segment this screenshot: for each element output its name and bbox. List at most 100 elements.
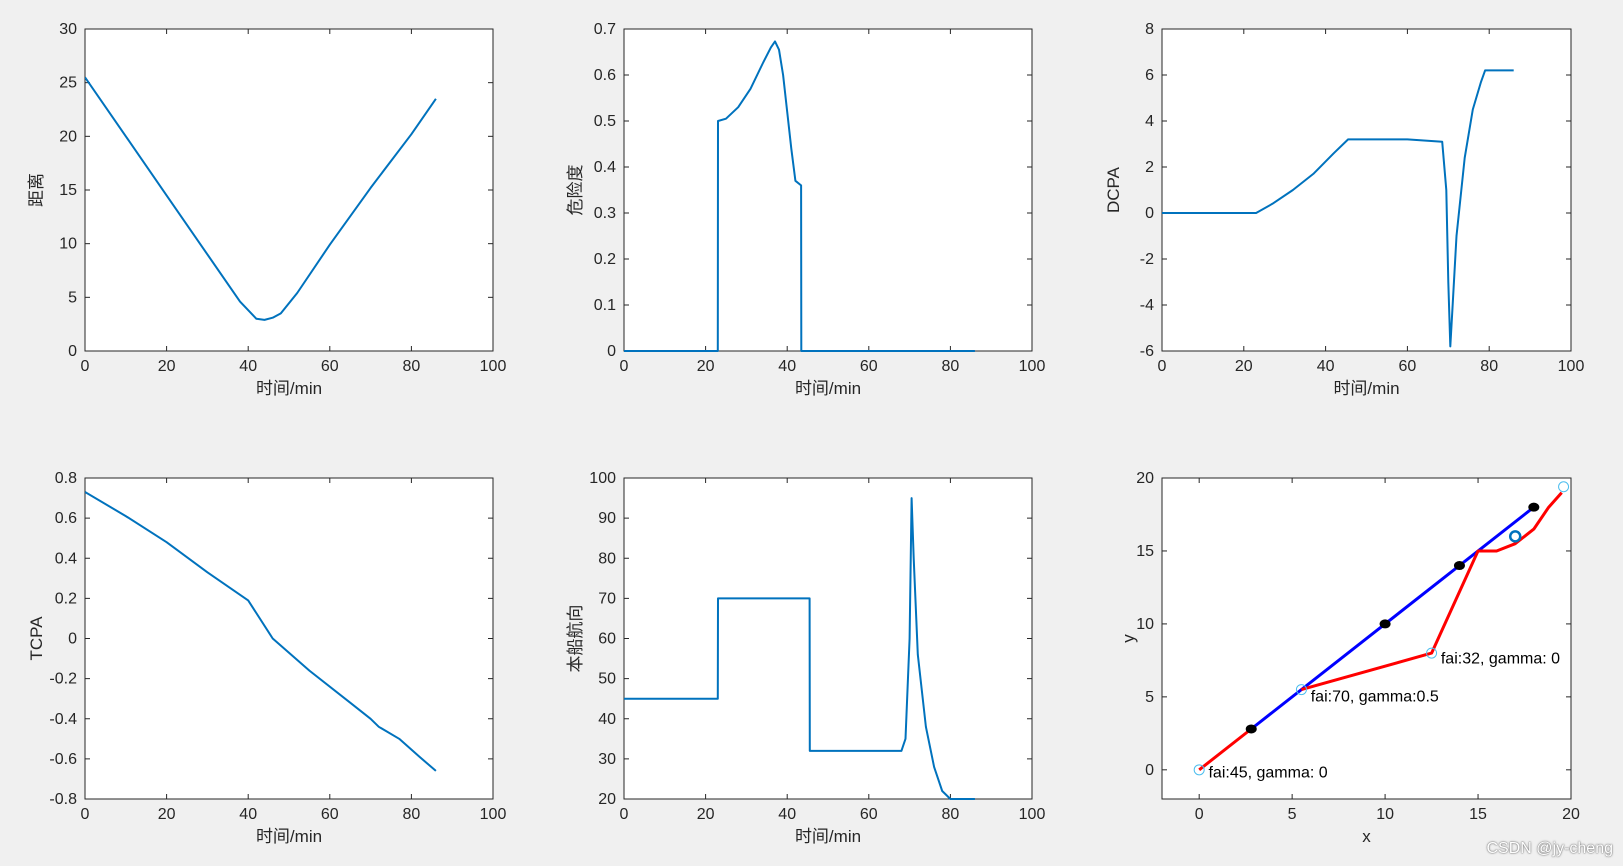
plot-area — [623, 477, 1033, 800]
annotation-text: fai:70, gamma:0.5 — [1311, 688, 1439, 705]
x-axis-label: 时间/min — [256, 379, 322, 398]
x-tick-label: 0 — [1158, 358, 1167, 375]
series-line-0 — [1250, 506, 1535, 731]
x-axis-label: x — [1362, 827, 1371, 846]
y-tick-label: 0.3 — [594, 205, 616, 222]
x-tick-label: 100 — [480, 806, 507, 823]
waypoint-ring-marker — [1558, 481, 1570, 493]
y-tick-label: -0.2 — [49, 671, 77, 688]
y-tick-label: 2 — [1145, 159, 1154, 176]
y-tick-label: 50 — [598, 671, 616, 688]
series-line-2 — [1300, 491, 1563, 692]
annotation-text: fai:32, gamma: 0 — [1441, 650, 1560, 667]
x-tick-label: 80 — [403, 358, 421, 375]
y-axis-label: 危险度 — [566, 165, 585, 216]
y-tick-label: -0.8 — [49, 791, 77, 808]
plot-area — [1161, 28, 1572, 352]
y-tick-label: 0 — [1145, 205, 1154, 222]
y-tick-label: -0.6 — [49, 751, 77, 768]
y-tick-label: 8 — [1145, 21, 1154, 38]
y-tick-label: 0 — [68, 343, 77, 360]
y-tick-label: 15 — [59, 182, 77, 199]
x-tick-label: 20 — [1235, 358, 1253, 375]
y-tick-label: 5 — [68, 289, 77, 306]
subplot-distance: 0 20 40 60 80 100 0 5 10 15 20 25 30 时间/min 距离 — [27, 21, 506, 398]
y-axis-label: TCPA — [27, 616, 46, 661]
ship-position-dot — [1379, 619, 1391, 629]
waypoint-ring-marker — [1426, 647, 1438, 659]
x-tick-label: 100 — [1019, 806, 1046, 823]
x-tick-label: 60 — [860, 358, 878, 375]
y-tick-label: 70 — [598, 590, 616, 607]
x-tick-label: 0 — [1195, 806, 1204, 823]
waypoint-ring-marker — [1295, 684, 1307, 696]
plot-area — [84, 28, 494, 352]
series-line-0 — [1162, 69, 1514, 348]
x-tick-label: 20 — [1562, 806, 1580, 823]
x-tick-label: 100 — [1019, 358, 1046, 375]
x-tick-label: 60 — [1399, 358, 1417, 375]
y-tick-label: -0.4 — [49, 711, 77, 728]
x-tick-label: 0 — [620, 358, 629, 375]
y-tick-label: 25 — [59, 75, 77, 92]
y-tick-label: 0 — [607, 343, 616, 360]
x-tick-label: 20 — [697, 358, 715, 375]
x-axis-label: 时间/min — [795, 379, 861, 398]
y-tick-label: 10 — [1136, 616, 1154, 633]
y-axis-label: y — [1119, 634, 1138, 643]
ship-position-dot — [1245, 724, 1257, 734]
y-tick-label: 0.7 — [594, 21, 616, 38]
y-tick-label: 6 — [1145, 67, 1154, 84]
x-axis-label: 时间/min — [256, 827, 322, 846]
x-tick-label: 40 — [239, 358, 257, 375]
y-tick-label: 5 — [1145, 689, 1154, 706]
x-tick-label: 100 — [480, 358, 507, 375]
plot-area — [84, 477, 494, 800]
y-tick-label: 20 — [59, 128, 77, 145]
subplot-heading: 0 20 40 60 80 1002030405060708090100时间/min本船航… — [566, 470, 1045, 846]
x-tick-label: 20 — [158, 358, 176, 375]
x-tick-label: 0 — [81, 358, 90, 375]
y-tick-label: 20 — [598, 791, 616, 808]
y-tick-label: 0.6 — [55, 510, 77, 527]
y-tick-label: 0.4 — [594, 159, 616, 176]
series-line-0 — [85, 491, 437, 772]
series-line-1 — [1198, 727, 1253, 771]
x-tick-label: 40 — [778, 806, 796, 823]
x-tick-label: 0 — [81, 806, 90, 823]
y-tick-label: 0.4 — [55, 550, 77, 567]
subplot-dcpa: 0 20 40 60 80 100 -6 -4 -2 0 2 4 6 8 时间/min DCPA — [1104, 21, 1584, 398]
x-tick-label: 20 — [158, 806, 176, 823]
y-tick-label: 0 — [68, 631, 77, 648]
x-tick-label: 0 — [620, 806, 629, 823]
y-tick-label: 100 — [589, 470, 616, 487]
annotation-text: fai:45, gamma: 0 — [1208, 764, 1327, 781]
x-tick-label: 80 — [403, 806, 421, 823]
y-tick-label: 30 — [59, 21, 77, 38]
series-line-0 — [624, 40, 975, 352]
x-tick-label: 60 — [321, 358, 339, 375]
x-tick-label: 60 — [860, 806, 878, 823]
y-axis-label: DCPA — [1104, 166, 1123, 213]
y-tick-label: 0.8 — [55, 470, 77, 487]
y-tick-label: 40 — [598, 711, 616, 728]
y-tick-label: 0.1 — [594, 297, 616, 314]
ship-position-dot — [1528, 502, 1540, 512]
y-tick-label: 0.6 — [594, 67, 616, 84]
y-tick-label: -6 — [1140, 343, 1154, 360]
y-tick-label: 4 — [1145, 113, 1154, 130]
x-tick-label: 5 — [1288, 806, 1297, 823]
y-tick-label: 60 — [598, 631, 616, 648]
x-axis-label: 时间/min — [795, 827, 861, 846]
x-tick-label: 40 — [239, 806, 257, 823]
y-tick-label: 90 — [598, 510, 616, 527]
x-tick-label: 100 — [1558, 358, 1585, 375]
x-tick-label: 40 — [1317, 358, 1335, 375]
y-tick-label: 0 — [1145, 762, 1154, 779]
x-tick-label: 40 — [778, 358, 796, 375]
y-tick-label: -2 — [1140, 251, 1154, 268]
plot-area — [623, 28, 1033, 352]
watermark: CSDN @jy-cheng — [1486, 840, 1614, 857]
target-ring-marker — [1508, 530, 1522, 543]
